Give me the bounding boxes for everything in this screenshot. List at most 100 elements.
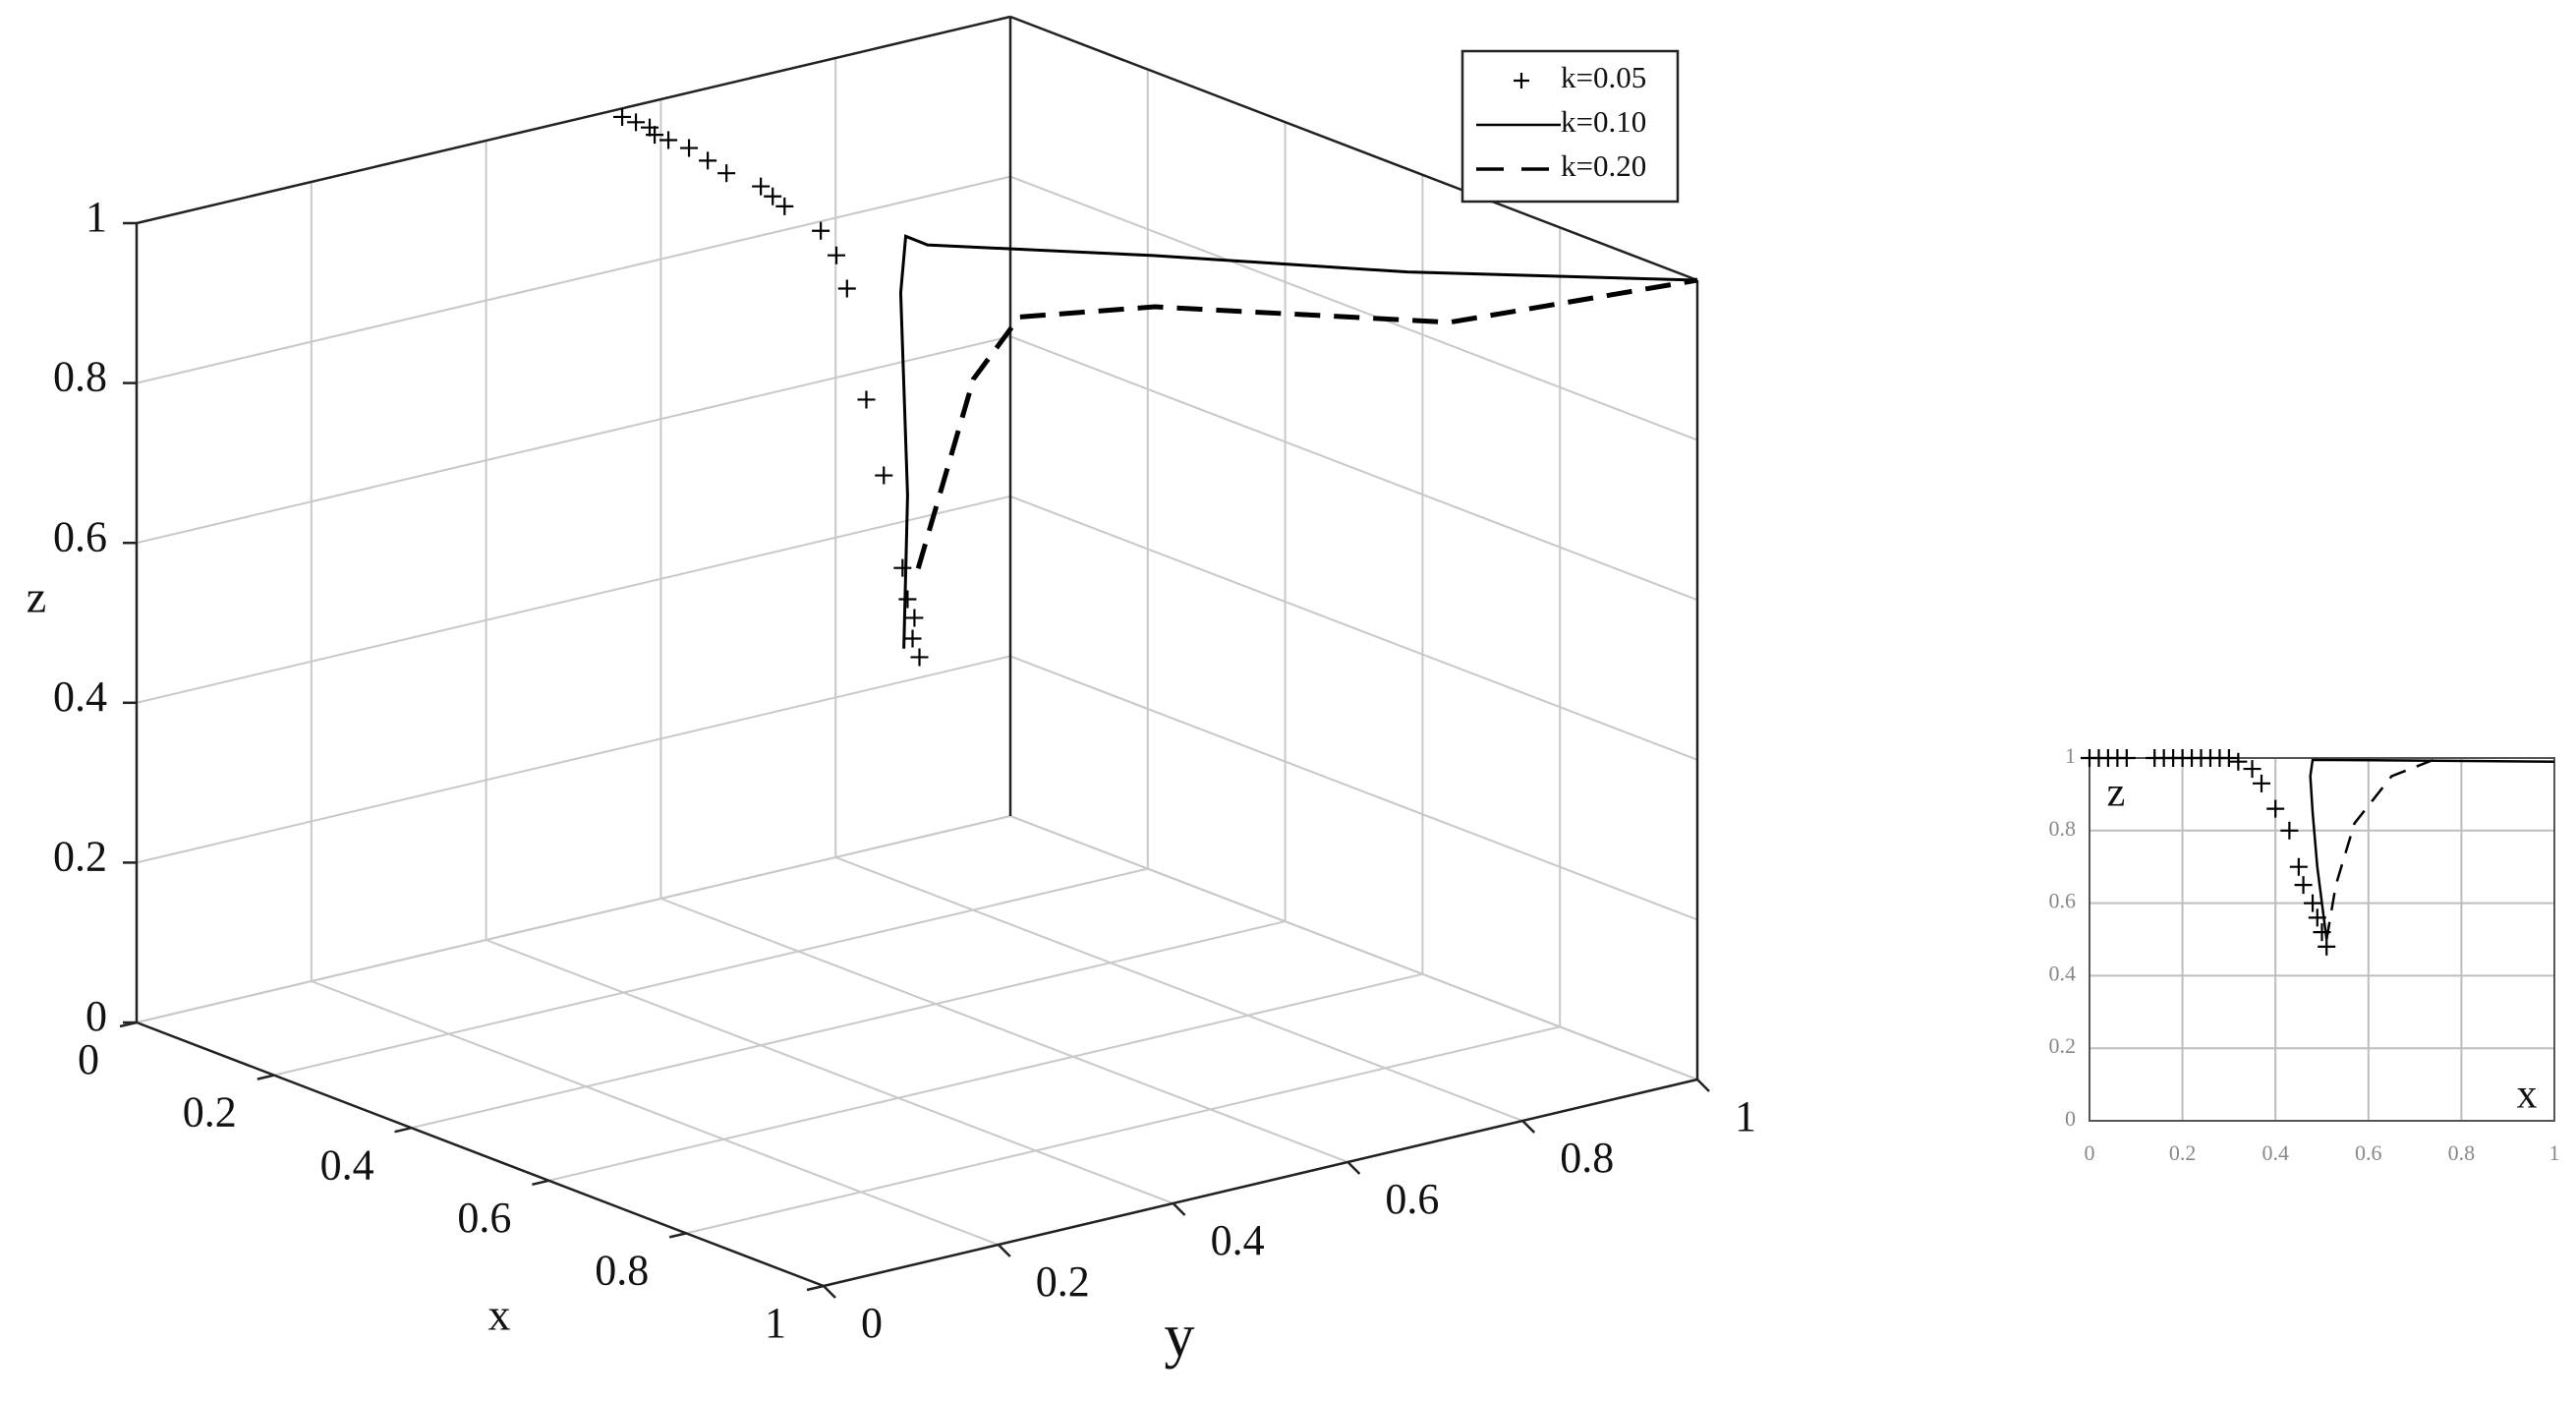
marker (910, 648, 929, 667)
marker (752, 177, 771, 196)
x-tick-label: 0.6 (457, 1194, 511, 1242)
grid-line (659, 99, 1348, 1163)
z-tick-label: 1 (86, 193, 107, 241)
z-axis-label: z (27, 572, 46, 622)
legend-box (1460, 49, 1680, 204)
x-tick-label: 0 (2085, 1140, 2095, 1165)
x-tick-label: 1 (2549, 1140, 2560, 1165)
grid-line (136, 17, 1011, 1023)
y-tick-label: 0.6 (2049, 889, 2077, 913)
grid-line (548, 174, 1424, 1182)
x-tick-label: 0.8 (595, 1246, 649, 1294)
grid-line (834, 58, 1523, 1122)
marker (613, 107, 632, 126)
x-axis-label: x (488, 1290, 511, 1340)
marker (2243, 760, 2261, 779)
grid-line (485, 141, 1174, 1204)
marker (2266, 799, 2285, 818)
marker (2117, 749, 2136, 767)
marker (837, 279, 856, 298)
y-tick-label: 0.4 (1211, 1216, 1265, 1264)
axis-box (135, 15, 1699, 1288)
x-tick (257, 1074, 275, 1080)
grid-line (273, 69, 1149, 1077)
marker (680, 139, 699, 157)
y-tick (997, 1244, 1011, 1257)
marker (893, 558, 912, 577)
marker (857, 390, 876, 409)
legend-label: k=0.10 (1561, 104, 1646, 139)
z-tick-label: 0.8 (53, 353, 107, 401)
z-tick-label: 0.4 (53, 672, 107, 721)
x-tick-label: 0.2 (183, 1088, 237, 1137)
x-tick-label: 0.4 (320, 1140, 374, 1189)
x-tick (532, 1179, 549, 1187)
grid-line (136, 335, 1698, 602)
grid-line (411, 122, 1287, 1130)
y-tick-label: 1 (2065, 743, 2076, 768)
x-tick (394, 1126, 412, 1134)
grid-line (136, 655, 1698, 921)
x-axis-label: x (2517, 1073, 2538, 1118)
marker (898, 590, 917, 609)
y-tick (1696, 1079, 1710, 1092)
marker (646, 126, 664, 145)
z-tick-label: 0.2 (53, 832, 107, 880)
marker (875, 466, 893, 485)
z-tick-label: 0.6 (53, 512, 107, 560)
x-tick-label: 0.2 (2169, 1140, 2197, 1165)
series-line (2324, 756, 2439, 940)
x-tick-label: 0.8 (2448, 1140, 2476, 1165)
marker (2318, 937, 2336, 956)
grid-line (136, 815, 1698, 1080)
y-tick-label: 0.2 (1036, 1257, 1090, 1306)
y-tick-label: 0.8 (1560, 1134, 1614, 1182)
y-tick-label: 0 (2065, 1106, 2076, 1131)
plot-frame (2089, 757, 2555, 1122)
marker (2280, 821, 2299, 840)
marker (627, 113, 646, 132)
y-tick (1521, 1120, 1536, 1134)
marker (699, 151, 717, 170)
x-tick-label: 0.6 (2355, 1140, 2382, 1165)
y-tick-label: 0.2 (2049, 1033, 2077, 1058)
y-axis-label: y (1165, 1303, 1195, 1370)
y-tick-label: 0 (861, 1299, 883, 1347)
marker (2229, 752, 2248, 771)
grid-line (310, 182, 1000, 1246)
marker (764, 187, 782, 205)
x-tick-label: 1 (765, 1299, 786, 1347)
marker (2289, 857, 2308, 876)
marker (2304, 894, 2322, 912)
y-tick (1346, 1161, 1361, 1175)
y-tick-label: 0.6 (1385, 1175, 1439, 1223)
legend-marker (1514, 73, 1529, 88)
x-tick-label: 0.4 (2261, 1140, 2289, 1165)
legend-label: k=0.05 (1561, 60, 1646, 94)
marker (717, 164, 736, 183)
z-tick-label: 0 (86, 992, 107, 1040)
y-tick-label: 0.4 (2049, 961, 2077, 985)
y-tick-label: 0.8 (2049, 816, 2077, 841)
y-tick (1172, 1202, 1186, 1216)
series-line (898, 234, 1698, 649)
marker (828, 246, 846, 264)
x-tick (668, 1232, 687, 1239)
marker (2219, 749, 2238, 767)
grid-line (136, 175, 1698, 441)
y-axis-label: z (2107, 771, 2126, 816)
grid-line (136, 223, 825, 1287)
series-line (915, 277, 1698, 569)
marker (2253, 774, 2271, 792)
grid-line (685, 227, 1562, 1235)
y-tick (823, 1285, 836, 1299)
x-tick-label: 0 (78, 1035, 99, 1083)
x-tick (806, 1284, 825, 1292)
marker (905, 609, 924, 627)
marker (2294, 876, 2313, 895)
marker (903, 629, 922, 648)
y-tick-label: 1 (1735, 1092, 1756, 1140)
legend-label: k=0.20 (1561, 148, 1646, 183)
